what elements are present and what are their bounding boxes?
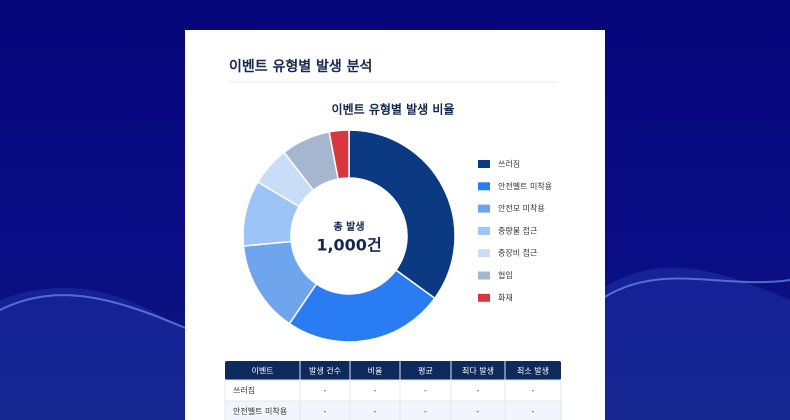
donut-slice — [328, 129, 350, 180]
wave — [600, 267, 790, 420]
table-cell: - — [477, 386, 480, 395]
wave — [599, 277, 790, 301]
legend-label: 협입 — [498, 270, 513, 280]
table-cell: - — [324, 407, 327, 416]
donut-slice — [348, 129, 456, 300]
table-header-cell: 평균 — [418, 366, 433, 376]
table-cell: 쓰러짐 — [233, 385, 255, 395]
table-cell: 안전벨트 미착용 — [233, 406, 287, 416]
table-cell: - — [374, 407, 377, 416]
center-label: 총 발생 — [333, 220, 364, 233]
table-cell: - — [477, 407, 480, 416]
chart-title: 이벤트 유형별 발생 비율 — [332, 102, 455, 117]
legend-label: 화재 — [498, 293, 513, 302]
table-header-cell: 최다 발생 — [462, 366, 494, 376]
legend-swatch — [478, 160, 490, 168]
legend-swatch — [478, 226, 490, 235]
table-header-cell: 최소 발생 — [517, 366, 549, 376]
legend-label: 쓰러짐 — [498, 159, 520, 169]
legend-label: 안전벨트 미착용 — [498, 181, 552, 191]
table-row — [224, 400, 562, 420]
legend-label: 안전모 미착용 — [498, 203, 545, 213]
legend-swatch — [478, 204, 490, 213]
donut-slice — [288, 269, 436, 343]
legend-label: 중량물 접근 — [498, 225, 537, 235]
legend-swatch — [478, 249, 490, 258]
legend-swatch — [478, 271, 490, 280]
table-cell: - — [324, 386, 327, 395]
table-header-cell: 발생 건수 — [309, 366, 341, 376]
legend-label: 중장비 접근 — [498, 248, 537, 258]
page-title: 이벤트 유형별 발생 분석 — [229, 58, 372, 75]
table-cell: - — [424, 386, 427, 395]
table-cell: - — [532, 407, 535, 416]
table-header-cell: 비율 — [368, 367, 383, 376]
table-cell: - — [424, 407, 427, 416]
table-cell: - — [374, 386, 377, 395]
table-row — [224, 379, 562, 402]
table-header — [225, 361, 561, 380]
center-value: 1,000건 — [316, 236, 381, 255]
legend-swatch — [478, 182, 490, 191]
legend-swatch — [478, 293, 490, 302]
wave — [0, 294, 191, 331]
table-header-cell: 이벤트 — [251, 366, 273, 376]
table-cell: - — [532, 386, 535, 395]
wave — [0, 287, 200, 420]
